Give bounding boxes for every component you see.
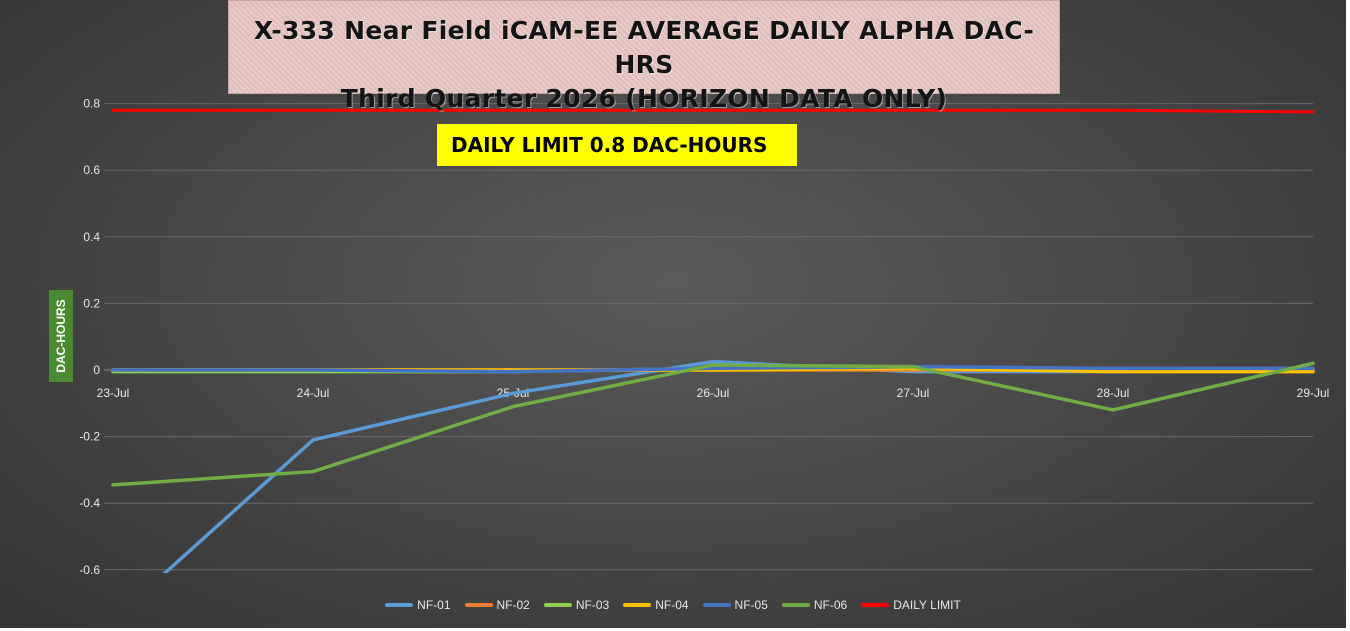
legend-label: DAILY LIMIT bbox=[893, 598, 961, 612]
chart-title: X-333 Near Field iCAM-EE AVERAGE DAILY A… bbox=[253, 16, 1035, 79]
legend-label: NF-06 bbox=[813, 598, 848, 612]
series-line-daily-limit bbox=[111, 108, 1315, 114]
legend-item: NF-01 bbox=[385, 598, 451, 612]
y-axis-label-box: DAC-HOURS bbox=[49, 290, 73, 382]
legend-label: NF-04 bbox=[655, 598, 689, 612]
chart-title-box: X-333 Near Field iCAM-EE AVERAGE DAILY A… bbox=[228, 0, 1060, 113]
x-tick-label: 24-Jul bbox=[297, 386, 330, 400]
x-tick-label: 28-Jul bbox=[1097, 386, 1130, 400]
x-tick-label: 29-Jul bbox=[1297, 386, 1330, 400]
x-tick-label: 23-Jul bbox=[97, 386, 130, 400]
y-tick-label: -0.4 bbox=[79, 496, 100, 510]
legend-item: NF-03 bbox=[543, 598, 610, 612]
y-tick-label: -0.6 bbox=[79, 563, 100, 577]
x-tick-label: 26-Jul bbox=[697, 386, 730, 400]
legend: NF-01 NF-02 NF-03 NF-04 NF-05 NF-06 DAILY LIMI… bbox=[0, 594, 1346, 616]
legend-swatch bbox=[385, 603, 414, 607]
chart-subtitle: Third Quarter 2026 (HORIZON DATA ONLY) bbox=[340, 84, 948, 113]
series-line-nf-06 bbox=[111, 361, 1315, 487]
legend-item: NF-04 bbox=[623, 598, 689, 612]
legend-item: NF-06 bbox=[781, 598, 848, 612]
daily-limit-annotation: DAILY LIMIT 0.8 DAC-HOURS bbox=[437, 124, 797, 166]
legend-swatch bbox=[543, 603, 572, 607]
legend-item: DAILY LIMIT bbox=[861, 598, 961, 612]
legend-label: NF-05 bbox=[734, 598, 768, 612]
legend-swatch bbox=[781, 603, 810, 607]
x-tick-label: 27-Jul bbox=[897, 386, 930, 400]
y-tick-label: 0.8 bbox=[83, 97, 100, 111]
series-line-nf-05 bbox=[111, 364, 1315, 374]
y-tick-label: -0.2 bbox=[79, 430, 100, 444]
series-line-nf-01 bbox=[162, 359, 1315, 573]
y-tick-label: 0.2 bbox=[83, 296, 100, 310]
legend-label: NF-03 bbox=[575, 598, 610, 612]
y-axis-label: DAC-HOURS bbox=[54, 299, 68, 373]
legend-swatch bbox=[623, 603, 652, 607]
y-tick-label: 0 bbox=[93, 363, 100, 377]
legend-label: NF-01 bbox=[417, 598, 451, 612]
legend-swatch bbox=[702, 603, 731, 607]
legend-label: NF-02 bbox=[496, 598, 530, 612]
legend-swatch bbox=[464, 603, 493, 607]
y-tick-label: 0.6 bbox=[83, 163, 100, 177]
y-tick-label: 0.4 bbox=[83, 230, 100, 244]
legend-item: NF-02 bbox=[464, 598, 530, 612]
legend-item: NF-05 bbox=[702, 598, 768, 612]
legend-swatch bbox=[861, 603, 890, 607]
